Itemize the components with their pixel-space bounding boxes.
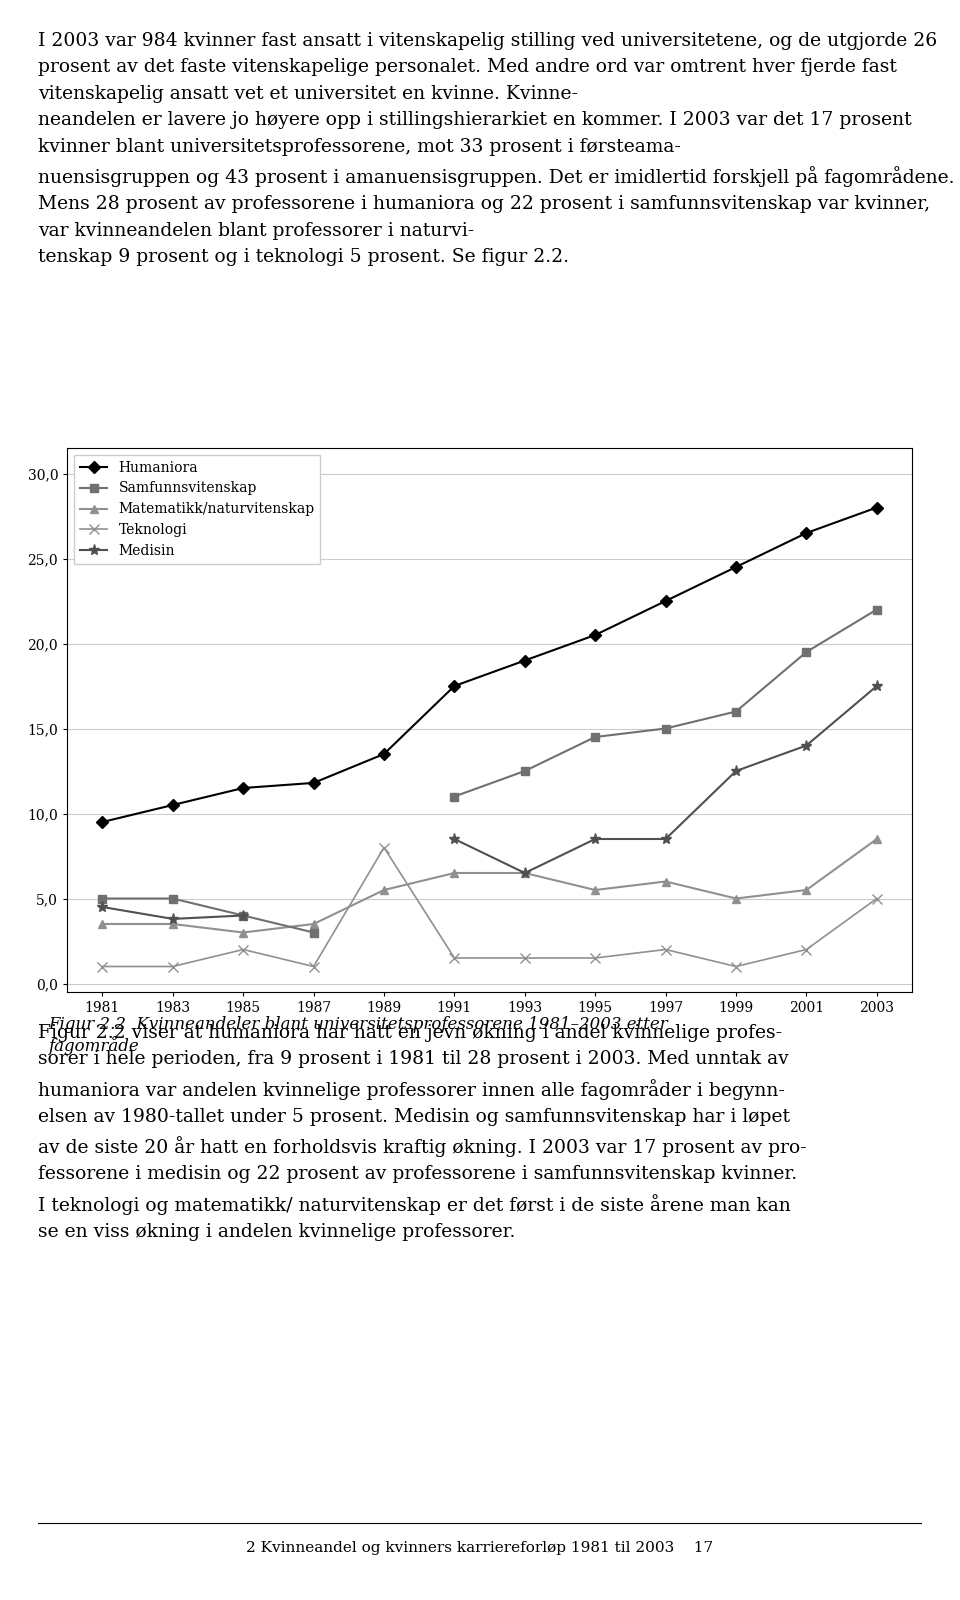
Humaniora — [97, 813, 108, 832]
Humaniora — [519, 651, 531, 670]
Line: Matematikk/naturvitenskap: Matematikk/naturvitenskap — [98, 835, 881, 936]
Samfunnsvitenskap — [167, 890, 179, 909]
Text: I 2003 var 984 kvinner fast ansatt i vitenskapelig stilling ved universitetene, : I 2003 var 984 kvinner fast ansatt i vit… — [38, 32, 955, 266]
Legend: Humaniora, Samfunnsvitenskap, Matematikk/naturvitenskap, Teknologi, Medisin: Humaniora, Samfunnsvitenskap, Matematikk… — [74, 454, 321, 563]
Matematikk/naturvitenskap — [448, 864, 460, 883]
Matematikk/naturvitenskap — [660, 872, 671, 891]
Teknologi — [660, 939, 671, 958]
Text: Figur 2.2  Kvinneandeler blant universitetsprofessorene 1981–2003 etter
fagområd: Figur 2.2 Kvinneandeler blant universite… — [48, 1016, 668, 1054]
Teknologi — [589, 949, 601, 968]
Teknologi — [448, 949, 460, 968]
Matematikk/naturvitenskap — [801, 880, 812, 899]
Humaniora — [378, 744, 390, 763]
Line: Medisin: Medisin — [97, 901, 249, 925]
Matematikk/naturvitenskap — [308, 915, 320, 934]
Teknologi — [237, 939, 249, 958]
Teknologi — [167, 957, 179, 976]
Matematikk/naturvitenskap — [97, 915, 108, 934]
Text: 2 Kvinneandel og kvinners karriereforløp 1981 til 2003    17: 2 Kvinneandel og kvinners karriereforløp… — [247, 1541, 713, 1555]
Humaniora — [308, 773, 320, 792]
Matematikk/naturvitenskap — [871, 829, 882, 848]
Matematikk/naturvitenskap — [167, 915, 179, 934]
Samfunnsvitenskap — [97, 890, 108, 909]
Teknologi — [308, 957, 320, 976]
Humaniora — [167, 795, 179, 814]
Samfunnsvitenskap — [308, 923, 320, 942]
Teknologi — [871, 890, 882, 909]
Matematikk/naturvitenskap — [731, 890, 742, 909]
Humaniora — [801, 523, 812, 542]
Teknologi — [519, 949, 531, 968]
Medisin — [167, 909, 179, 928]
Humaniora — [589, 626, 601, 645]
Line: Samfunnsvitenskap: Samfunnsvitenskap — [98, 894, 318, 936]
Medisin — [237, 906, 249, 925]
Medisin — [97, 898, 108, 917]
Text: Figur 2.2 viser at humaniora har hatt en jevn økning i andel kvinnelige profes-
: Figur 2.2 viser at humaniora har hatt en… — [38, 1024, 807, 1242]
Line: Humaniora: Humaniora — [98, 504, 881, 826]
Humaniora — [237, 778, 249, 797]
Teknologi — [731, 957, 742, 976]
Humaniora — [871, 498, 882, 517]
Humaniora — [731, 557, 742, 576]
Matematikk/naturvitenskap — [589, 880, 601, 899]
Matematikk/naturvitenskap — [237, 923, 249, 942]
Teknologi — [801, 939, 812, 958]
Humaniora — [660, 592, 671, 611]
Humaniora — [448, 677, 460, 696]
Matematikk/naturvitenskap — [378, 880, 390, 899]
Samfunnsvitenskap — [237, 906, 249, 925]
Teknologi — [97, 957, 108, 976]
Teknologi — [378, 838, 390, 858]
Line: Teknologi: Teknologi — [98, 843, 881, 971]
Matematikk/naturvitenskap — [519, 864, 531, 883]
